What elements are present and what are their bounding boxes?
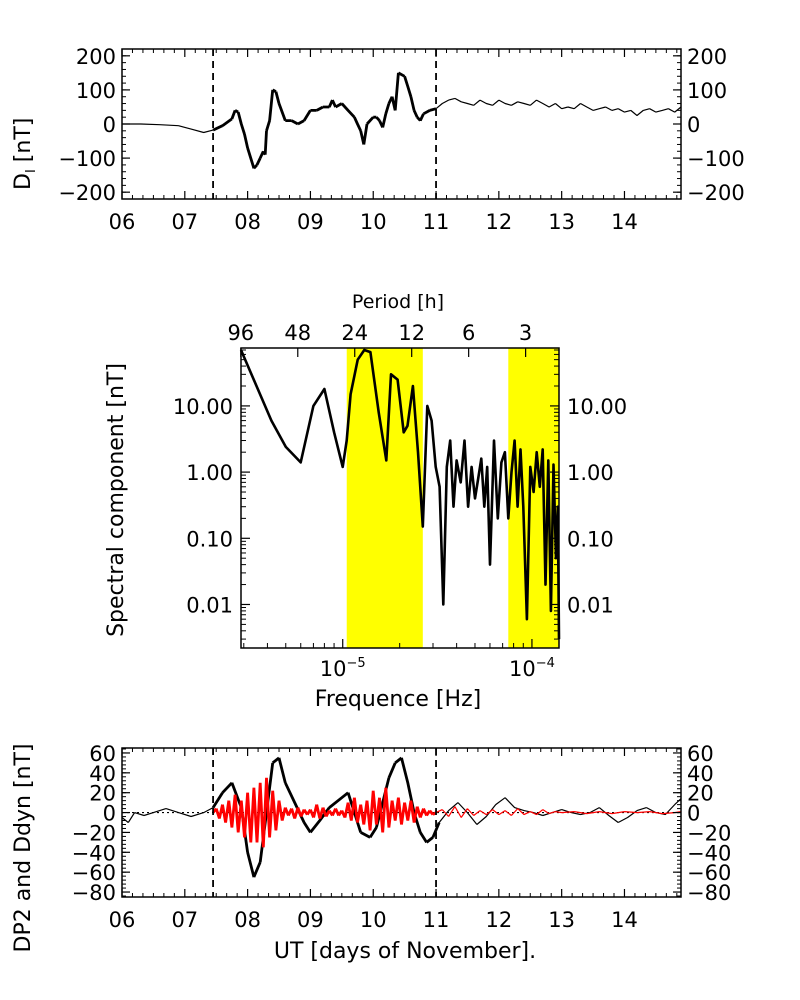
top-xtick-label: 06 — [109, 210, 136, 234]
spectrum-plot-layer — [239, 348, 561, 640]
bottom-ytick-label-right: −20 — [687, 821, 731, 845]
bottom-xtick-label: 14 — [611, 908, 638, 932]
bottom-ytick-label-right: −80 — [687, 881, 731, 905]
bottom-xtick-label: 11 — [423, 908, 450, 932]
bottom-ytick-label-left: −40 — [72, 841, 116, 865]
bottom-series-1-bold — [211, 777, 437, 848]
top-xtick-label: 13 — [548, 210, 575, 234]
top-ytick-label-right: −100 — [687, 147, 745, 171]
top-plot-layer — [122, 49, 682, 199]
bottom-ytick-label-right: −60 — [687, 861, 731, 885]
spectrum-ytick-label-left: 0.01 — [186, 593, 233, 617]
bottom-ytick-label-right: 60 — [687, 742, 714, 766]
bottom-xtick-label: 12 — [485, 908, 512, 932]
top-xtick-label: 11 — [423, 210, 450, 234]
spectrum-ytick-label-left: 10.00 — [173, 395, 233, 419]
bottom-xtick-label: 07 — [171, 908, 198, 932]
bottom-series-1-thin — [435, 806, 682, 818]
top-xtick-label: 08 — [234, 210, 261, 234]
top-xtick-label: 10 — [360, 210, 387, 234]
spectrum-xtick-label: 10−5 — [320, 656, 366, 681]
bottom-xlabel: UT [days of November]. — [274, 939, 536, 964]
spectrum-period-label: 12 — [398, 321, 425, 345]
spectrum-period-label: 6 — [462, 321, 475, 345]
bottom-plot-frame — [121, 747, 682, 898]
bottom-ytick-label-left: 60 — [89, 742, 116, 766]
bottom-ytick-label-left: 20 — [89, 782, 116, 806]
top-ytick-label-right: 200 — [687, 45, 727, 69]
spectrum-period-label: 24 — [341, 321, 368, 345]
spectrum-ytick-label-right: 10.00 — [567, 395, 627, 419]
spectrum-ytick-label-right: 0.10 — [567, 527, 614, 551]
spectrum-title: Period [h] — [352, 291, 444, 313]
spectrum-xtick-exponent: −5 — [347, 656, 366, 671]
top-ytick-label-left: 0 — [103, 113, 116, 137]
spectrum-ytick-label-right: 0.01 — [567, 593, 614, 617]
top-plot-frame — [121, 48, 682, 200]
top-ytick-label-left: −100 — [58, 147, 116, 171]
bottom-ytick-label-left: −60 — [72, 861, 116, 885]
spectrum-xlabel: Frequence [Hz] — [315, 687, 481, 712]
bottom-ytick-label-right: 40 — [687, 762, 714, 786]
bottom-xtick-label: 09 — [297, 908, 324, 932]
bottom-ytick-label-left: 40 — [89, 762, 116, 786]
top-ytick-label-right: 100 — [687, 79, 727, 103]
bottom-ytick-label-left: −20 — [72, 821, 116, 845]
spectrum-ytick-label-left: 0.10 — [186, 527, 233, 551]
bottom-plot-layer — [121, 748, 682, 897]
spectrum-period-label: 48 — [284, 321, 311, 345]
top-ylabel: DI [nT] — [11, 118, 39, 190]
top-xtick-label: 14 — [611, 210, 638, 234]
top-ytick-label-right: −200 — [687, 181, 745, 205]
top-xtick-label: 07 — [171, 210, 198, 234]
top-ylabel-main: D — [11, 173, 36, 190]
top-ticks: 06 07 08 09 10 11 12 13 14 200 200 100 100 0 0 −100 −100… — [58, 45, 744, 234]
spectrum-period-label: 96 — [227, 321, 254, 345]
spectrum-xtick-label: 10−4 — [509, 656, 555, 681]
spectrum-ylabel: Spectral component [nT] — [104, 363, 129, 637]
top-xtick-label: 09 — [297, 210, 324, 234]
bottom-ytick-label-right: 20 — [687, 782, 714, 806]
spectrum-xtick-base: 10 — [509, 657, 536, 681]
top-series-0-bold — [212, 71, 437, 170]
bottom-xtick-label: 08 — [234, 908, 261, 932]
bottom-ytick-label-right: −40 — [687, 841, 731, 865]
top-ytick-label-left: 200 — [76, 45, 116, 69]
top-ytick-label-left: −200 — [58, 181, 116, 205]
bottom-ylabel: DP2 and Ddyn [nT] — [11, 744, 36, 953]
top-ytick-label-left: 100 — [76, 79, 116, 103]
top-series-0-thin — [122, 97, 682, 134]
spectrum-series — [239, 348, 561, 640]
bottom-ytick-label-left: 0 — [103, 802, 116, 826]
top-ylabel-unit: [nT] — [11, 118, 36, 163]
spectrum-ytick-label-left: 1.00 — [186, 461, 233, 485]
bottom-xtick-label: 10 — [360, 908, 387, 932]
bottom-xtick-label: 06 — [109, 908, 136, 932]
top-panel: 06 07 08 09 10 11 12 13 14 200 200 100 100 0 0 −100 −100… — [11, 45, 745, 234]
bottom-ytick-label-right: 0 — [687, 802, 700, 826]
spectrum-period-label: 3 — [519, 321, 532, 345]
spectrum-ytick-label-right: 1.00 — [567, 461, 614, 485]
spectrum-xtick-base: 10 — [320, 657, 347, 681]
spectrum-xtick-exponent: −4 — [536, 656, 555, 671]
bottom-ytick-label-left: −80 — [72, 881, 116, 905]
top-ytick-label-right: 0 — [687, 113, 700, 137]
bottom-xtick-label: 13 — [548, 908, 575, 932]
top-xtick-label: 12 — [485, 210, 512, 234]
top-ylabel-subscript: I — [24, 169, 39, 173]
